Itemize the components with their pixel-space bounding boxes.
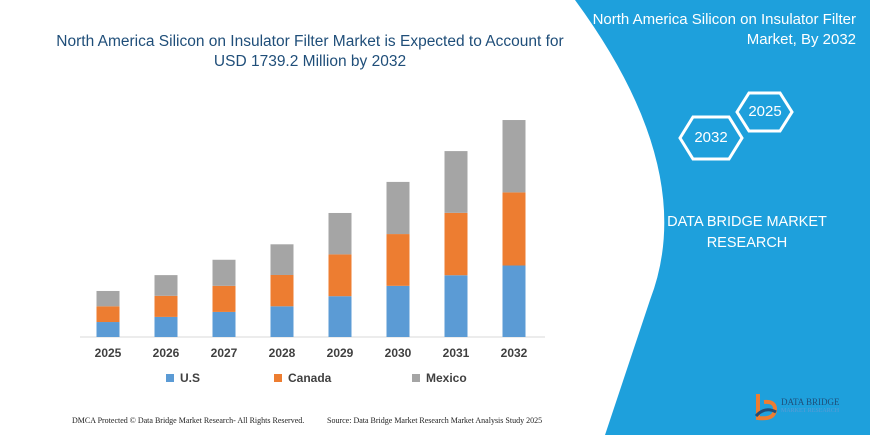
brand-logo: DATA BRIDGE MARKET RESEARCH [755, 392, 840, 422]
hexagon-2025 [735, 91, 794, 133]
x-tick-label: 2027 [211, 346, 238, 360]
bar-canada-2025 [96, 306, 120, 323]
legend-swatch [412, 374, 420, 382]
source-text: Source: Data Bridge Market Research Mark… [327, 416, 543, 425]
logo-icon [755, 394, 777, 421]
bar-canada-2026 [154, 295, 178, 317]
copyright-text: DMCA Protected © Data Bridge Market Rese… [72, 416, 305, 425]
logo-subtext: MARKET RESEARCH [781, 408, 840, 414]
bar-us-2025 [96, 322, 120, 337]
side-panel-title: North America Silicon on Insulator Filte… [592, 11, 856, 48]
legend-item-canada: Canada [274, 371, 331, 385]
bar-canada-2029 [328, 254, 352, 297]
legend-label: Mexico [426, 371, 467, 385]
x-tick-label: 2030 [385, 346, 412, 360]
bar-mexico-2027 [212, 259, 236, 286]
legend-item-mexico: Mexico [412, 371, 467, 385]
bar-us-2028 [270, 306, 294, 337]
bar-mexico-2025 [96, 290, 120, 307]
bar-canada-2028 [270, 274, 294, 307]
bar-mexico-2029 [328, 212, 352, 255]
bar-mexico-2026 [154, 275, 178, 296]
x-tick-label: 2026 [153, 346, 180, 360]
bar-us-2026 [154, 316, 178, 337]
bar-canada-2030 [386, 234, 410, 286]
bar-canada-2027 [212, 285, 236, 312]
legend-swatch [274, 374, 282, 382]
legend-item-us: U.S [166, 371, 200, 385]
hexagon-2032 [678, 115, 744, 161]
bar-us-2027 [212, 311, 236, 337]
x-tick-label: 2028 [269, 346, 296, 360]
bar-us-2030 [386, 285, 410, 337]
legend-label: U.S [180, 371, 201, 385]
brand-text: DATA BRIDGE MARKET RESEARCH [667, 214, 827, 251]
bar-mexico-2028 [270, 244, 294, 275]
x-tick-label: 2031 [443, 346, 470, 360]
bar-mexico-2030 [386, 181, 410, 235]
hex-label-2025: 2025 [748, 103, 782, 120]
x-tick-label: 2032 [501, 346, 528, 360]
blue-side-panel [575, 0, 870, 435]
bar-us-2031 [444, 275, 468, 337]
bar-us-2032 [502, 265, 526, 337]
bar-canada-2032 [502, 192, 526, 266]
logo-text: DATA BRIDGE [781, 397, 840, 407]
bar-mexico-2031 [444, 151, 468, 213]
legend-swatch [166, 374, 174, 382]
bar-mexico-2032 [502, 120, 526, 193]
chart-title: North America Silicon on Insulator Filte… [56, 33, 564, 70]
bar-us-2029 [328, 296, 352, 337]
x-tick-label: 2025 [95, 346, 122, 360]
hex-label-2032: 2032 [694, 129, 728, 146]
legend-label: Canada [288, 371, 332, 385]
bar-canada-2031 [444, 212, 468, 276]
x-tick-label: 2029 [327, 346, 354, 360]
